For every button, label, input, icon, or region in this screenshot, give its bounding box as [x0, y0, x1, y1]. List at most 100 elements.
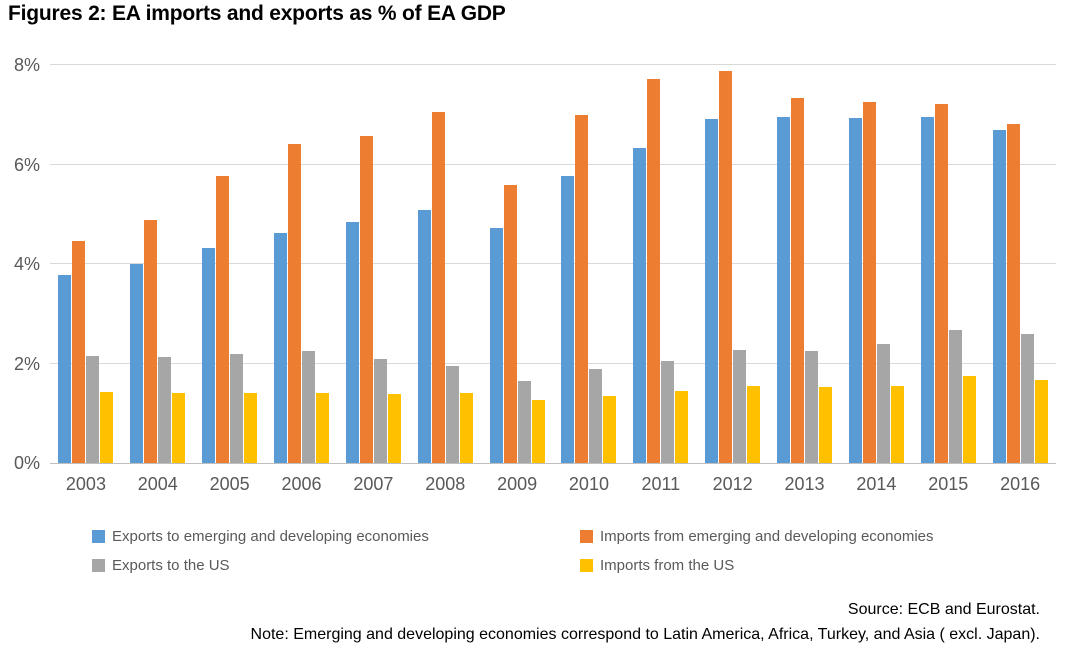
- x-axis-tick-label: 2006: [281, 474, 322, 494]
- bar: [575, 115, 589, 463]
- bar: [244, 392, 258, 463]
- bar: [202, 247, 216, 463]
- bar-group: [625, 65, 697, 463]
- bar: [158, 357, 172, 463]
- x-axis-tick-label: 2013: [784, 474, 825, 494]
- bar: [589, 368, 603, 463]
- y-axis-tick-label: 2%: [13, 353, 40, 374]
- bar: [288, 144, 301, 463]
- bar: [705, 119, 719, 463]
- bar-groups: [50, 65, 1056, 463]
- bar: [561, 175, 575, 463]
- x-axis-tick-label: 2010: [568, 474, 609, 494]
- legend-swatch: [92, 530, 105, 543]
- plot-area: [50, 64, 1056, 464]
- gridline: [50, 64, 1056, 65]
- y-axis-tick-label: 0%: [13, 453, 40, 473]
- bar: [777, 116, 791, 463]
- bar: [144, 220, 158, 463]
- bar: [531, 400, 545, 463]
- bar-group: [553, 65, 625, 463]
- bar: [1034, 379, 1048, 463]
- bar: [302, 351, 315, 463]
- bar: [387, 393, 401, 463]
- bar: [948, 330, 962, 463]
- bar-group: [50, 65, 122, 463]
- bar-group: [337, 65, 409, 463]
- bar: [934, 104, 948, 463]
- x-axis-tick-label: 2004: [137, 474, 178, 494]
- source-note: Source: ECB and Eurostat.: [847, 601, 1040, 618]
- bar: [230, 353, 244, 463]
- bar: [130, 263, 144, 463]
- bar-group: [481, 65, 553, 463]
- bar-group: [912, 65, 984, 463]
- bar: [72, 240, 86, 463]
- bar: [445, 365, 459, 463]
- x-axis-tick-label: 2003: [65, 474, 106, 494]
- x-axis-tick-label: 2014: [856, 474, 897, 494]
- gridline: [50, 362, 1056, 364]
- legend-label: Imports from the US: [600, 557, 735, 574]
- legend-swatch: [580, 559, 593, 572]
- legend: Exports to emerging and developing econo…: [92, 528, 1022, 574]
- bar: [100, 392, 114, 463]
- legend-item: Exports to the US: [92, 557, 580, 574]
- bar-group: [984, 65, 1056, 463]
- bar: [503, 184, 517, 463]
- bar: [345, 222, 359, 463]
- legend-item: Exports to emerging and developing econo…: [92, 528, 580, 545]
- legend-swatch: [92, 559, 105, 572]
- gridline: [50, 163, 1056, 165]
- x-axis-tick-label: 2009: [497, 474, 538, 494]
- bar: [58, 274, 72, 463]
- legend-item: Imports from the US: [580, 557, 1022, 574]
- definition-note: Note: Emerging and developing economies …: [250, 626, 1040, 643]
- y-axis-tick-label: 4%: [13, 254, 40, 274]
- y-axis-tick-label: 8%: [13, 55, 40, 75]
- bar: [647, 79, 661, 463]
- bar: [920, 117, 934, 463]
- x-axis-tick-label: 2011: [641, 474, 681, 494]
- bar-group: [840, 65, 912, 463]
- bar: [417, 210, 431, 463]
- bar: [459, 392, 473, 463]
- bar-group: [194, 65, 266, 463]
- bar-group: [122, 65, 194, 463]
- x-axis-line: [50, 463, 1056, 464]
- bar: [805, 350, 819, 463]
- x-axis-tick-label: 2012: [712, 474, 753, 494]
- bar: [876, 344, 890, 463]
- x-axis-tick-label: 2016: [1000, 474, 1041, 494]
- bar: [216, 176, 230, 463]
- bar: [316, 392, 329, 463]
- legend-item: Imports from emerging and developing eco…: [580, 528, 1022, 545]
- bar: [603, 395, 617, 463]
- bar: [675, 390, 689, 463]
- bar-group: [266, 65, 338, 463]
- x-axis-tick-label: 2015: [928, 474, 969, 494]
- bar: [791, 98, 805, 463]
- bar: [274, 233, 287, 463]
- y-axis-tick-label: 6%: [13, 154, 40, 175]
- legend-label: Exports to the US: [112, 557, 230, 574]
- bar-group: [769, 65, 841, 463]
- bar: [661, 360, 675, 463]
- bar: [172, 393, 186, 463]
- x-axis-tick-label: 2008: [425, 474, 466, 494]
- bar: [747, 385, 761, 463]
- bar: [489, 228, 503, 463]
- y-axis: 0% 2% 4% 6% 8%: [0, 56, 40, 472]
- legend-label: Exports to emerging and developing econo…: [112, 528, 429, 545]
- bar: [733, 349, 747, 463]
- bar: [862, 101, 876, 463]
- bar: [992, 130, 1006, 463]
- x-axis: 2003 2004 2005 2006 2007 2008 2009 2010 2011 2012…: [50, 474, 1056, 495]
- bar: [719, 70, 733, 463]
- bar: [1006, 124, 1020, 463]
- legend-swatch: [580, 530, 593, 543]
- bar: [848, 118, 862, 463]
- bar: [962, 375, 976, 463]
- bar: [633, 148, 647, 463]
